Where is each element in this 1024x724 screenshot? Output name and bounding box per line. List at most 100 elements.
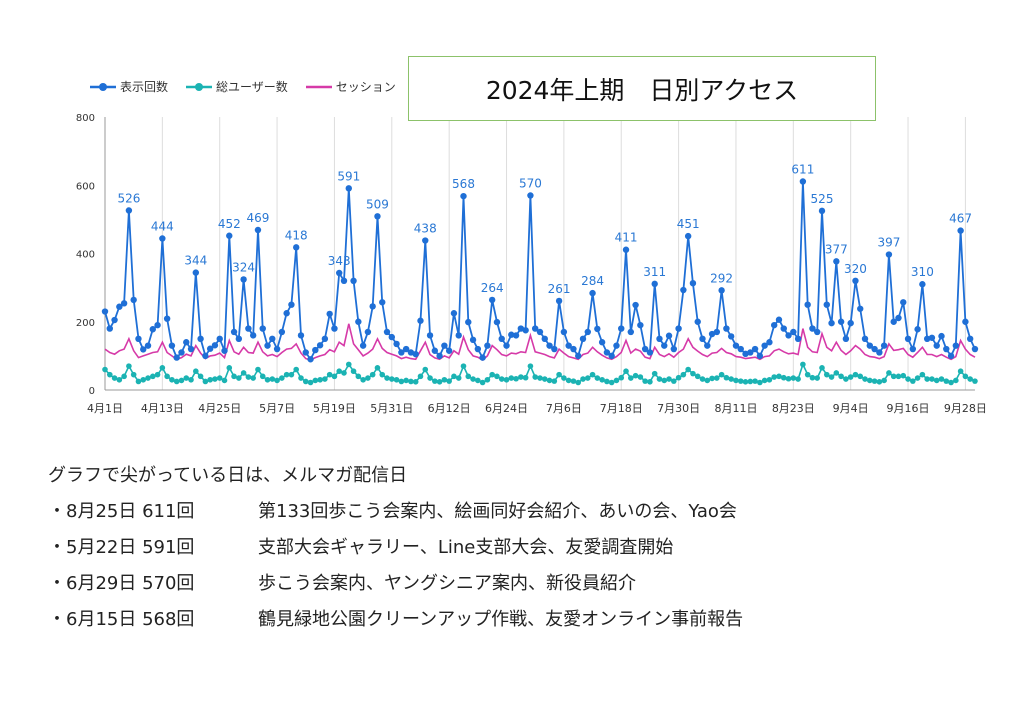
x-tick-label: 7月6日 <box>546 402 582 415</box>
data-point-users <box>800 361 806 368</box>
data-point-views <box>125 207 133 214</box>
data-point-views <box>293 244 300 251</box>
data-point-users <box>389 376 395 382</box>
x-tick-label: 4月25日 <box>198 402 241 415</box>
data-point-views <box>952 342 960 349</box>
data-point-views <box>288 301 295 308</box>
data-point-users <box>862 376 868 382</box>
data-point-users <box>130 371 137 378</box>
data-point-users <box>594 375 601 381</box>
legend-item-sessions: セッション <box>305 78 396 95</box>
data-point-users <box>881 377 887 384</box>
data-point-views <box>503 342 510 349</box>
data-point-views <box>670 345 678 353</box>
data-point-users <box>317 376 323 383</box>
data-point-users <box>135 378 142 385</box>
data-point-users <box>814 375 821 381</box>
data-point-users <box>269 376 276 382</box>
data-point-users <box>541 376 548 382</box>
data-point-views <box>589 289 596 297</box>
data-point-views <box>283 310 290 317</box>
data-label: 570 <box>519 176 542 190</box>
data-point-views <box>861 335 869 343</box>
data-point-users <box>460 363 467 369</box>
data-label: 525 <box>811 192 834 206</box>
data-point-users <box>293 366 300 373</box>
data-point-views <box>479 354 486 361</box>
note-item: ・8月25日 611回 第133回歩こう会案内、絵画同好会紹介、あいの会、Yao会 <box>48 494 743 530</box>
data-point-users <box>953 377 959 384</box>
data-point-users <box>365 375 371 381</box>
data-point-users <box>341 370 347 376</box>
data-point-users <box>647 379 653 385</box>
data-point-users <box>355 373 362 380</box>
data-point-views <box>374 213 381 220</box>
data-point-views <box>876 349 883 356</box>
data-point-views <box>412 350 419 358</box>
data-point-views <box>154 321 161 329</box>
data-point-views <box>646 349 654 356</box>
data-point-users <box>360 376 366 383</box>
data-point-users <box>111 375 118 381</box>
note-date: ・6月15日 568回 <box>48 609 195 630</box>
data-point-views <box>536 328 544 336</box>
data-point-views <box>206 345 214 352</box>
data-point-users <box>537 375 543 381</box>
data-point-users <box>780 374 787 381</box>
data-point-users <box>221 377 228 384</box>
data-point-users <box>202 378 209 385</box>
data-point-users <box>575 379 582 386</box>
data-point-users <box>943 378 950 384</box>
data-point-views <box>149 326 156 333</box>
data-label: 343 <box>328 254 351 268</box>
data-point-users <box>183 375 190 381</box>
data-point-views <box>852 277 859 284</box>
data-point-views <box>971 345 979 353</box>
data-point-views <box>833 258 840 265</box>
data-point-users <box>680 371 687 378</box>
data-point-views <box>766 339 773 346</box>
data-point-users <box>919 371 926 378</box>
data-point-views <box>178 349 185 356</box>
data-point-users <box>766 376 773 383</box>
data-point-views <box>216 335 223 343</box>
data-label: 438 <box>414 222 437 236</box>
data-point-views <box>111 316 118 324</box>
data-point-users <box>694 373 701 380</box>
data-label: 284 <box>581 274 604 288</box>
data-point-views <box>541 335 548 343</box>
data-label: 467 <box>949 212 972 226</box>
data-point-views <box>694 318 701 325</box>
y-tick-label: 600 <box>76 181 95 192</box>
data-point-users <box>374 365 381 371</box>
data-point-users <box>632 372 639 379</box>
y-tick-label: 200 <box>76 318 95 329</box>
data-point-views <box>297 332 305 339</box>
data-point-users <box>675 374 682 381</box>
data-point-users <box>279 375 285 381</box>
data-label: 451 <box>677 217 700 231</box>
data-point-users <box>823 371 830 378</box>
data-point-views <box>101 308 109 315</box>
data-point-views <box>603 349 611 356</box>
data-point-users <box>231 373 237 380</box>
line-chart: 4月1日 4月13日 4月25日 5月7日 5月19日 5月31日 6月12日 6月24日 7月… <box>76 113 987 415</box>
data-point-views <box>226 232 233 239</box>
x-tick-label: 9月16日 <box>887 402 930 415</box>
data-point-users <box>910 378 916 384</box>
data-point-users <box>403 377 409 384</box>
data-point-users <box>288 371 295 378</box>
data-point-users <box>704 377 711 384</box>
data-point-users <box>503 376 510 383</box>
data-point-views <box>909 345 917 353</box>
data-point-views <box>675 325 682 332</box>
data-point-views <box>163 315 171 322</box>
data-point-users <box>570 378 577 384</box>
data-point-views <box>336 269 343 277</box>
data-point-users <box>264 376 271 383</box>
data-point-views <box>684 232 692 240</box>
y-tick-label: 800 <box>76 113 95 124</box>
data-point-views <box>727 333 735 340</box>
data-point-users <box>728 376 734 382</box>
data-point-users <box>216 375 223 381</box>
